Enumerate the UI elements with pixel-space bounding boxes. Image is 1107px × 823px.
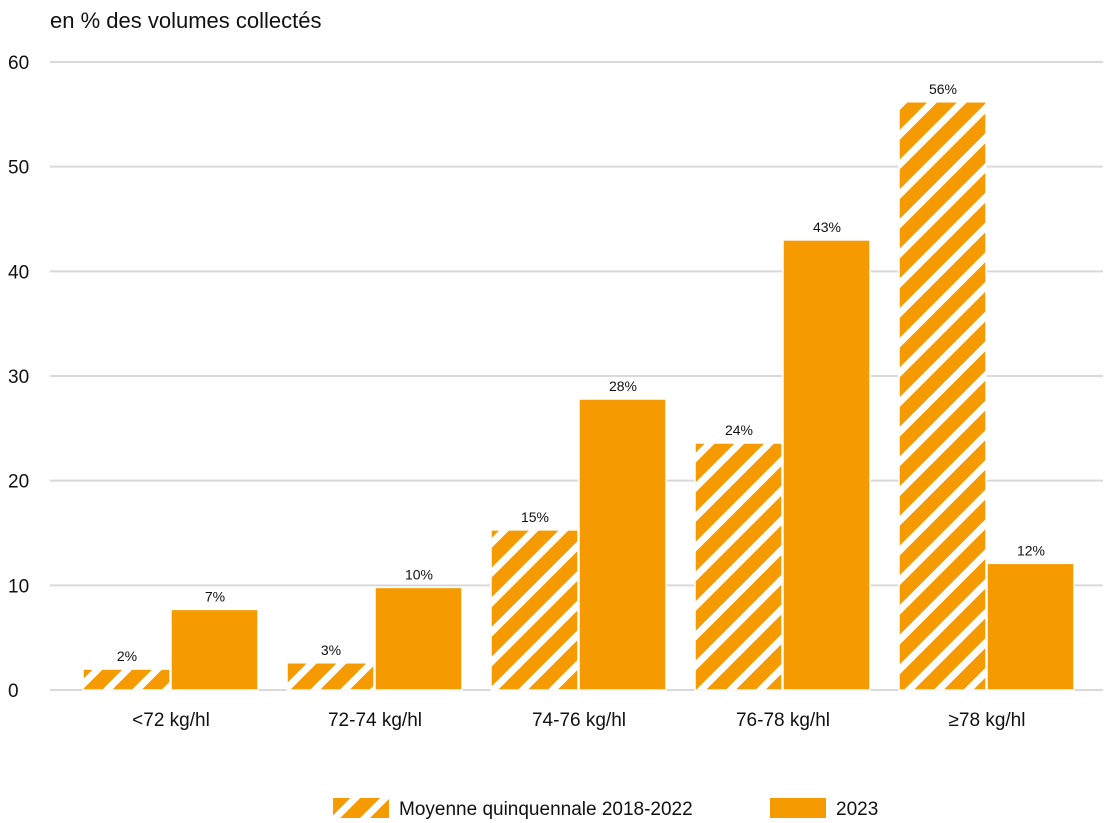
data-label: 56% <box>929 81 957 97</box>
y-tick-label: 0 <box>8 681 19 702</box>
y-tick-label: 10 <box>8 576 29 597</box>
y-axis-label: en % des volumes collectés <box>50 8 321 33</box>
bar-moyenne <box>490 529 579 691</box>
bar-2023 <box>170 608 259 691</box>
bar-moyenne <box>82 668 171 691</box>
data-label: 7% <box>205 588 225 604</box>
y-tick-label: 50 <box>8 158 29 179</box>
x-tick-label: 74-76 kg/hl <box>532 710 626 731</box>
gridlines <box>50 61 1103 691</box>
bar-2023 <box>578 398 667 691</box>
legend: Moyenne quinquennale 2018-2022 2023 <box>333 798 878 820</box>
y-axis-ticks: 0 10 20 30 40 50 60 <box>8 53 29 702</box>
data-label: 10% <box>405 566 433 582</box>
data-label: 28% <box>609 378 637 394</box>
bar-2023 <box>374 586 463 691</box>
x-axis-ticks: <72 kg/hl 72-74 kg/hl 74-76 kg/hl 76-78 kg/… <box>132 710 1025 731</box>
bar-moyenne <box>694 442 783 691</box>
data-label: 15% <box>521 509 549 525</box>
legend-label-2023: 2023 <box>836 799 878 820</box>
bar-2023 <box>782 239 871 691</box>
bar-2023 <box>986 562 1075 691</box>
legend-swatch-2023 <box>770 798 826 818</box>
x-tick-label: 72-74 kg/hl <box>328 710 422 731</box>
x-tick-label: 76-78 kg/hl <box>736 710 830 731</box>
y-tick-label: 60 <box>8 53 29 74</box>
x-tick-label: <72 kg/hl <box>132 710 210 731</box>
data-label: 2% <box>117 648 137 664</box>
data-label: 24% <box>725 422 753 438</box>
data-label: 3% <box>321 642 341 658</box>
y-tick-label: 20 <box>8 472 29 493</box>
data-label: 43% <box>813 219 841 235</box>
bars: 2% 7% 3% 10% 15% 28% 24% 43% 56% 12% <box>82 81 1075 691</box>
legend-swatch-moyenne <box>333 798 389 818</box>
legend-label-moyenne: Moyenne quinquennale 2018-2022 <box>399 799 693 820</box>
x-tick-label: ≥78 kg/hl <box>949 710 1026 731</box>
bar-moyenne <box>286 662 375 691</box>
data-label: 12% <box>1017 542 1045 558</box>
y-tick-label: 30 <box>8 367 29 388</box>
bar-moyenne <box>898 101 987 691</box>
y-tick-label: 40 <box>8 262 29 283</box>
